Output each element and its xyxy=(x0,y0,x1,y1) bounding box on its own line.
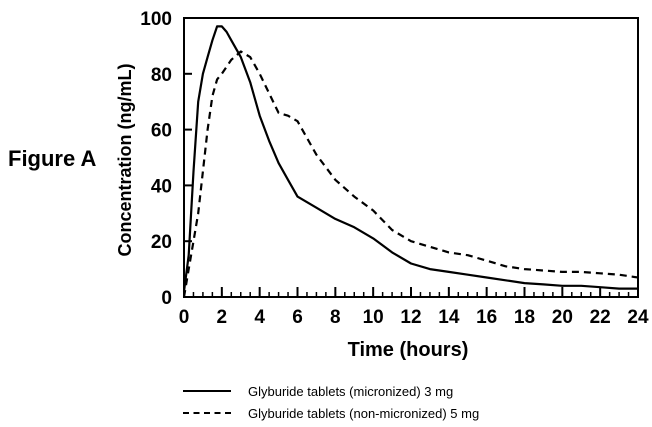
series-line-non-micronized xyxy=(182,50,639,298)
solid-line-swatch xyxy=(183,390,231,392)
x-tick-label: 22 xyxy=(590,307,611,328)
y-tick-label: 40 xyxy=(151,176,172,197)
x-tick-label: 6 xyxy=(292,307,303,328)
legend-item-non-micronized: Glyburide tablets (non-micronized) 5 mg xyxy=(183,402,479,424)
y-tick-label: 100 xyxy=(140,9,172,30)
x-tick-label: 0 xyxy=(179,307,190,328)
x-tick-label: 18 xyxy=(514,307,535,328)
x-tick-label: 12 xyxy=(400,307,421,328)
x-tick-label: 24 xyxy=(627,307,649,328)
figure-label: Figure A xyxy=(8,146,97,171)
x-tick-label: 14 xyxy=(438,307,460,328)
x-axis-label: Time (hours) xyxy=(348,339,469,361)
legend-label-micronized: Glyburide tablets (micronized) 3 mg xyxy=(248,383,454,399)
y-tick-label: 60 xyxy=(151,121,172,142)
series-line-micronized xyxy=(182,25,638,292)
y-tick-label: 20 xyxy=(151,232,172,253)
x-tick-label: 4 xyxy=(254,307,265,328)
y-tick-label: 0 xyxy=(161,288,172,309)
series-lines xyxy=(182,25,639,298)
x-tick-label: 2 xyxy=(217,307,228,328)
x-tick-label: 8 xyxy=(330,307,341,328)
x-tick-label: 16 xyxy=(476,307,497,328)
legend-item-micronized: Glyburide tablets (micronized) 3 mg xyxy=(183,380,479,402)
legend-label-non-micronized: Glyburide tablets (non-micronized) 5 mg xyxy=(248,405,480,421)
y-tick-label: 80 xyxy=(151,65,172,86)
dashed-line-swatch xyxy=(183,412,231,414)
x-tick-label: 20 xyxy=(552,307,573,328)
x-tick-label: 10 xyxy=(363,307,384,328)
legend: Glyburide tablets (micronized) 3 mg Glyb… xyxy=(183,380,479,424)
plot-frame xyxy=(183,17,639,298)
y-axis-label: Concentration (ng/mL) xyxy=(115,64,135,257)
